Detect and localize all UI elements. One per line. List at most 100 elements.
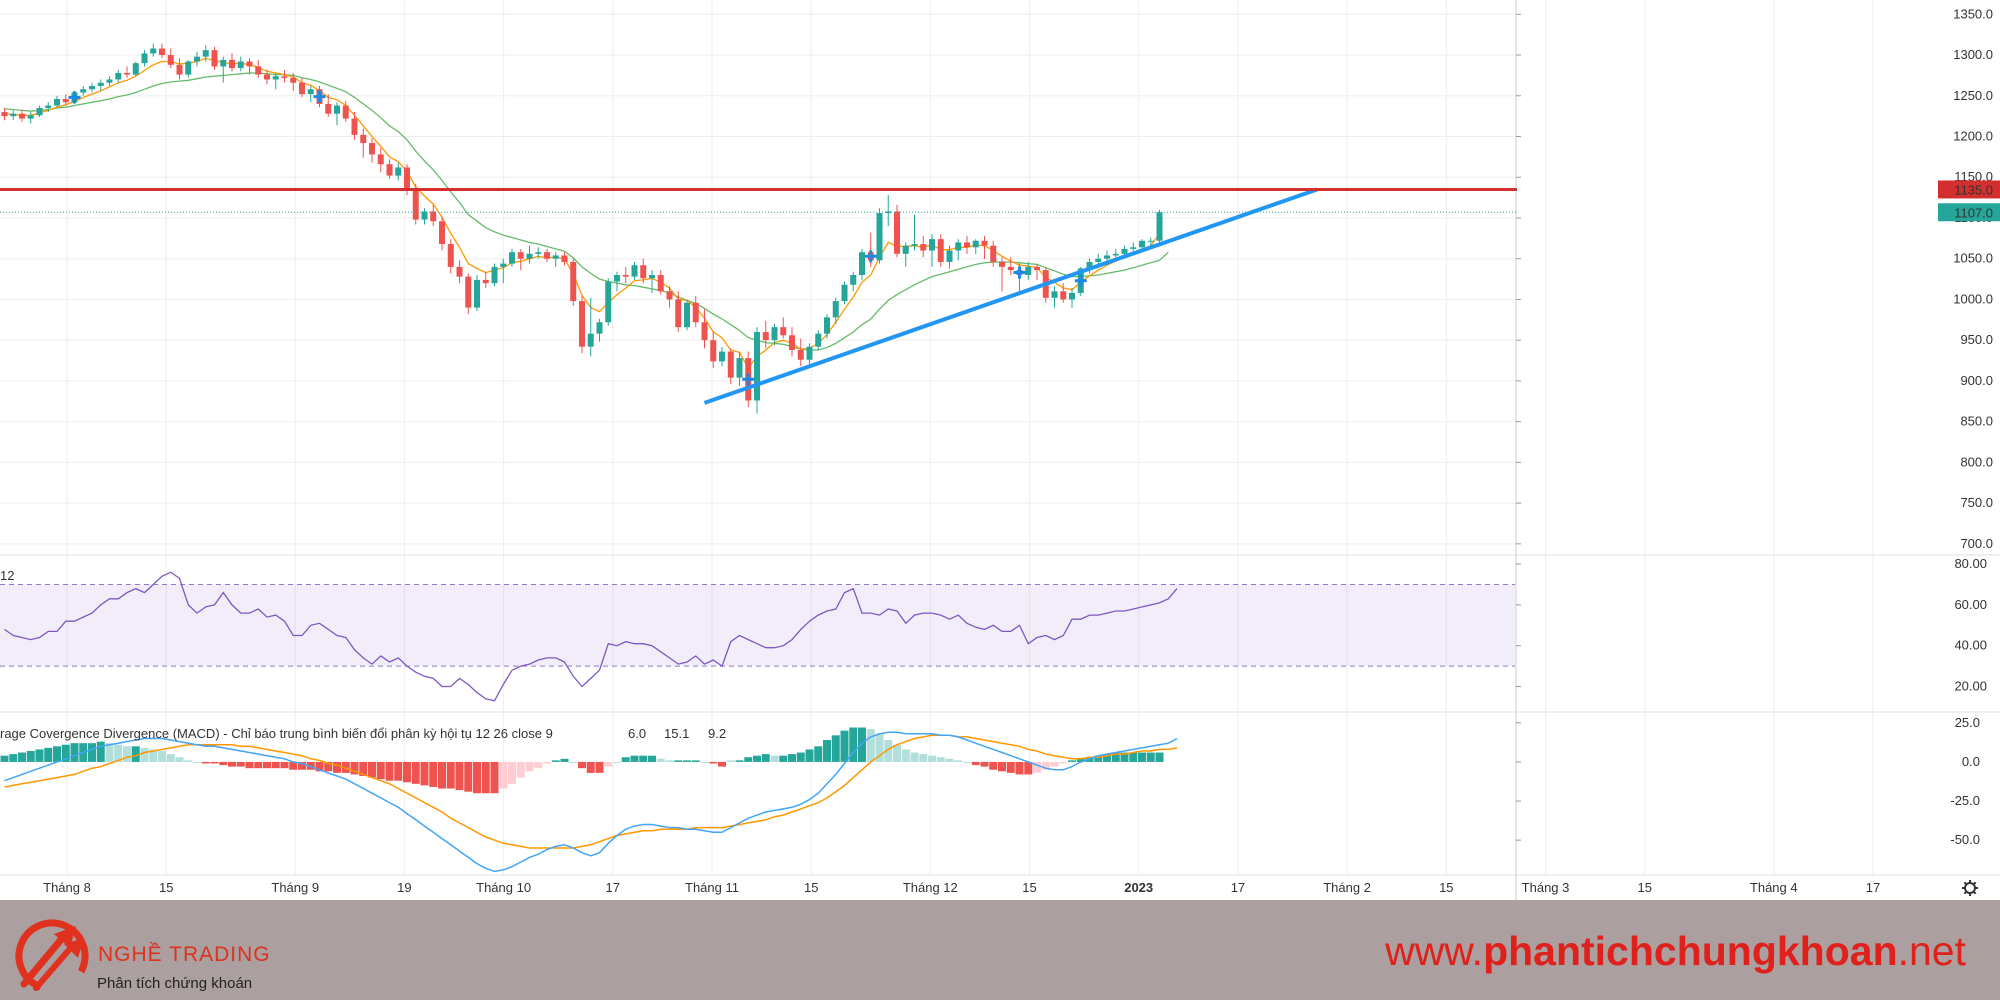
stock-chart[interactable]: 1350.01300.01250.01200.01150.01100.01050… — [0, 0, 2000, 900]
candle-body — [447, 244, 454, 267]
rsi-tick-label: 20.00 — [1954, 679, 1987, 694]
macd-histogram-bar — [158, 750, 166, 762]
candle-body — [176, 64, 183, 75]
macd-histogram-bar — [866, 729, 875, 762]
macd-histogram-bar — [543, 761, 551, 764]
macd-histogram-bar — [376, 761, 385, 780]
rsi-tick-label: 80.00 — [1954, 556, 1987, 571]
candle-body — [307, 89, 314, 95]
candle-body — [185, 61, 192, 75]
macd-histogram-bar — [998, 761, 1006, 772]
candle-body — [264, 74, 270, 80]
macd-histogram-bar — [569, 761, 578, 763]
macd-histogram-bar — [1129, 752, 1138, 762]
macd-histogram-bar — [61, 744, 70, 762]
macd-histogram-bar — [455, 761, 464, 791]
candle-body — [981, 240, 988, 246]
candle-body — [220, 59, 227, 67]
candle-body — [692, 302, 699, 323]
macd-histogram-bar — [1015, 761, 1024, 775]
price-tick-label: 750.0 — [1960, 495, 1993, 510]
candle-body — [771, 327, 778, 341]
macd-histogram-bar — [945, 758, 954, 762]
macd-histogram-bar — [840, 730, 849, 762]
time-tick-label: Tháng 11 — [685, 880, 739, 895]
candle-body — [1139, 240, 1145, 248]
macd-histogram-bar — [490, 761, 499, 794]
website-prefix: www. — [1385, 928, 1484, 974]
candle-body — [325, 103, 332, 114]
candle-body — [159, 48, 165, 56]
website-domain: phantichchungkhoan — [1483, 928, 1898, 974]
macd-histogram-bar — [578, 761, 586, 769]
price-tick-label: 1300.0 — [1953, 47, 1993, 62]
candle-body — [1104, 255, 1110, 259]
macd-histogram-bar — [831, 735, 840, 762]
macd-histogram-bar — [254, 761, 263, 769]
candle-body — [290, 77, 297, 83]
macd-tick-label: 25.0 — [1955, 715, 1980, 730]
candle-body — [719, 351, 725, 362]
candle-body — [894, 211, 900, 254]
candle-body — [482, 279, 489, 284]
macd-histogram-bar — [1146, 752, 1155, 762]
macd-histogram-bar — [665, 760, 674, 762]
macd-histogram-bar — [298, 761, 306, 770]
candle-body — [1095, 258, 1102, 262]
candle-body — [684, 302, 690, 328]
candle-body — [552, 255, 559, 259]
candle-body — [456, 266, 463, 277]
macd-histogram-bar — [123, 746, 131, 762]
macd-histogram-bar — [928, 755, 936, 762]
macd-histogram-bar — [805, 749, 814, 762]
signal-marker-icon — [68, 91, 81, 104]
macd-tick-label: -50.0 — [1950, 832, 1980, 847]
candle-body — [1086, 261, 1093, 269]
candle-body — [106, 79, 113, 83]
macd-histogram-bar — [586, 761, 595, 773]
macd-histogram-bar — [1068, 760, 1076, 762]
macd-histogram-bar — [473, 761, 481, 794]
candle-body — [806, 346, 813, 360]
macd-histogram-bar — [1094, 755, 1103, 762]
candle-body — [1060, 291, 1067, 300]
candle-body — [526, 253, 533, 259]
macd-histogram-bar — [140, 747, 149, 762]
candle-body — [876, 213, 883, 261]
macd-histogram-bar — [516, 761, 525, 778]
macd-tick-label: -25.0 — [1950, 793, 1980, 808]
time-tick-label: 15 — [1022, 880, 1036, 895]
macd-histogram-bar — [166, 754, 175, 762]
candle-body — [1121, 248, 1128, 254]
candle-body — [1130, 247, 1137, 249]
candle-body — [824, 317, 830, 334]
candle-body — [1156, 212, 1163, 241]
candle-body — [710, 340, 717, 362]
macd-histogram-bar — [18, 752, 26, 762]
macd-histogram-bar — [718, 761, 726, 767]
brand-tagline: Phân tích chứng khoán — [97, 975, 253, 992]
macd-histogram-bar — [114, 744, 123, 762]
macd-histogram-bar — [656, 758, 665, 762]
candle-body — [430, 211, 437, 222]
macd-histogram-bar — [989, 761, 998, 770]
macd-histogram-bar — [184, 760, 193, 762]
macd-histogram-bar — [403, 761, 411, 783]
rsi-line — [4, 571, 1178, 702]
macd-histogram-bar — [394, 761, 403, 781]
candle-body — [229, 59, 235, 69]
macd-histogram-bar — [761, 754, 770, 762]
candle-body — [491, 266, 498, 284]
macd-histogram-bar — [560, 758, 569, 762]
settings-gear-icon[interactable] — [1962, 880, 1978, 896]
macd-histogram-bar — [228, 761, 236, 767]
time-tick-label: 17 — [606, 880, 620, 895]
macd-histogram-bar — [219, 761, 228, 766]
time-tick-label: Tháng 10 — [476, 880, 531, 895]
macd-histogram-bar — [175, 757, 184, 762]
website-link[interactable]: www.phantichchungkhoan.net — [1385, 928, 1966, 975]
candle-body — [640, 265, 647, 279]
candle-body — [780, 327, 787, 336]
time-tick-label: 17 — [1866, 880, 1880, 895]
macd-histogram-bar — [823, 740, 831, 762]
